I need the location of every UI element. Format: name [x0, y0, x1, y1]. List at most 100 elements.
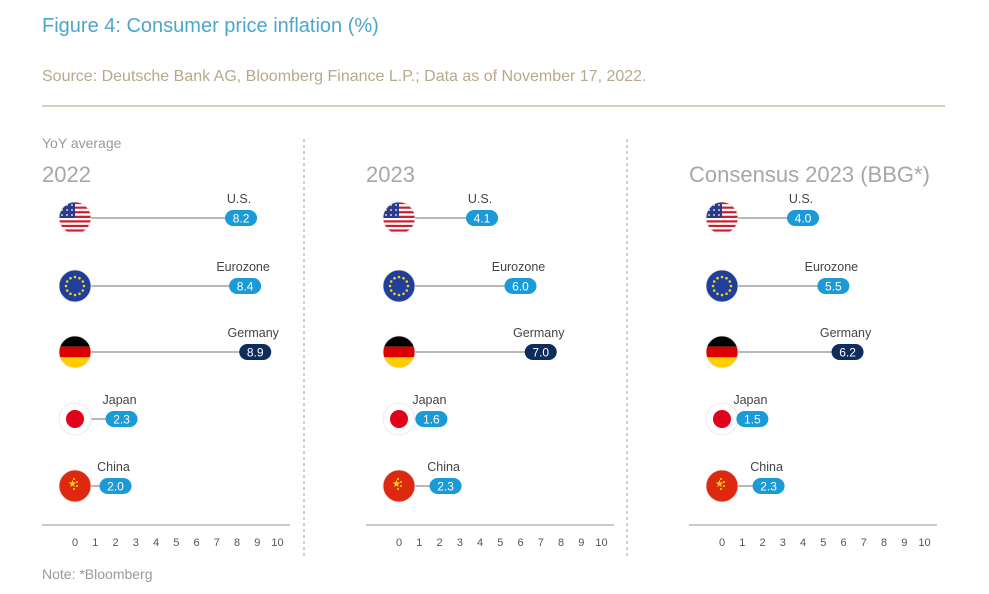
x-tick-label: 1	[92, 537, 98, 549]
x-tick-label: 9	[578, 537, 584, 549]
data-label: 8.9	[247, 346, 264, 360]
x-tick-label: 10	[595, 537, 607, 549]
value-pill	[524, 344, 557, 360]
data-label: 8.2	[233, 212, 250, 226]
x-tick-label: 4	[153, 537, 159, 549]
category-label: Japan	[733, 393, 767, 407]
x-tick-label: 3	[780, 537, 786, 549]
flag-outline	[382, 402, 416, 436]
flag-outline	[705, 469, 739, 503]
x-tick-label: 0	[719, 537, 725, 549]
value-pill	[229, 278, 262, 294]
x-tick-label: 8	[234, 537, 240, 549]
data-label: 2.3	[113, 413, 130, 427]
x-tick-label: 6	[193, 537, 199, 549]
x-tick-label: 3	[457, 537, 463, 549]
x-tick-label: 2	[759, 537, 765, 549]
x-tick-label: 8	[558, 537, 564, 549]
x-tick-label: 4	[477, 537, 483, 549]
x-tick-label: 7	[538, 537, 544, 549]
data-label: 8.4	[237, 280, 254, 294]
data-label: 6.0	[512, 280, 529, 294]
flag-outline	[58, 402, 92, 436]
value-pill	[429, 478, 462, 494]
svg-text:★: ★	[68, 479, 77, 490]
x-tick-label: 9	[901, 537, 907, 549]
value-pill	[736, 411, 769, 427]
x-tick-label: 0	[72, 537, 78, 549]
value-pill	[831, 344, 864, 360]
flag-outline	[58, 201, 92, 235]
x-tick-label: 10	[918, 537, 930, 549]
japan-flag-icon	[59, 403, 91, 435]
category-label: Japan	[412, 393, 446, 407]
x-tick-label: 1	[416, 537, 422, 549]
x-tick-label: 7	[861, 537, 867, 549]
flag-outline	[705, 201, 739, 235]
category-label: U.S.	[789, 192, 813, 206]
panel-title: Consensus 2023 (BBG*)	[689, 162, 930, 187]
value-pill	[105, 411, 138, 427]
x-tick-label: 5	[173, 537, 179, 549]
flag-outline	[382, 469, 416, 503]
value-pill	[466, 210, 499, 226]
x-tick-label: 5	[820, 537, 826, 549]
figure-title: Figure 4: Consumer price inflation (%)	[42, 15, 379, 37]
category-label: Eurozone	[492, 260, 546, 274]
value-pill	[752, 478, 785, 494]
data-label: 5.5	[825, 280, 842, 294]
source-text: Source: Deutsche Bank AG, Bloomberg Fina…	[42, 68, 647, 85]
germany-flag-icon	[706, 336, 738, 368]
eu-flag-icon	[706, 270, 738, 302]
x-tick-label: 1	[739, 537, 745, 549]
header-divider	[42, 105, 945, 107]
svg-text:★: ★	[392, 479, 401, 490]
value-pill	[504, 278, 537, 294]
x-tick-label: 0	[396, 537, 402, 549]
footnote: Note: *Bloomberg	[42, 566, 153, 582]
category-label: Japan	[103, 393, 137, 407]
value-pill	[225, 210, 258, 226]
category-label: U.S.	[468, 192, 492, 206]
china-flag-icon: ★	[59, 470, 91, 502]
subtitle: YoY average	[42, 135, 122, 151]
x-tick-label: 9	[254, 537, 260, 549]
value-pill	[787, 210, 819, 226]
flag-outline	[382, 269, 416, 303]
value-pill	[415, 411, 448, 427]
panel-title: 2023	[366, 162, 415, 187]
category-label: China	[750, 460, 783, 474]
value-pill	[99, 478, 132, 494]
x-tick-label: 2	[112, 537, 118, 549]
data-label: 2.0	[107, 480, 124, 494]
category-label: Germany	[820, 326, 872, 340]
category-label: China	[427, 460, 460, 474]
data-label: 2.3	[760, 480, 777, 494]
eu-flag-icon	[383, 270, 415, 302]
category-label: Germany	[513, 326, 565, 340]
data-label: 2.3	[437, 480, 454, 494]
japan-flag-icon	[706, 403, 738, 435]
x-tick-label: 5	[497, 537, 503, 549]
value-pill	[239, 344, 272, 360]
flag-outline	[58, 335, 92, 369]
panel-title: 2022	[42, 162, 91, 187]
data-label: 1.5	[744, 413, 761, 427]
china-flag-icon: ★	[706, 470, 738, 502]
flag-outline	[705, 335, 739, 369]
category-label: Eurozone	[805, 260, 859, 274]
germany-flag-icon	[383, 336, 415, 368]
x-tick-label: 6	[840, 537, 846, 549]
data-label: 4.1	[474, 212, 491, 226]
flag-outline	[58, 269, 92, 303]
x-tick-label: 10	[271, 537, 283, 549]
eu-flag-icon	[59, 270, 91, 302]
data-label: 1.6	[423, 413, 440, 427]
data-label: 7.0	[532, 346, 549, 360]
x-tick-label: 2	[436, 537, 442, 549]
germany-flag-icon	[59, 336, 91, 368]
flag-outline	[705, 269, 739, 303]
china-flag-icon: ★	[383, 470, 415, 502]
category-label: U.S.	[227, 192, 251, 206]
